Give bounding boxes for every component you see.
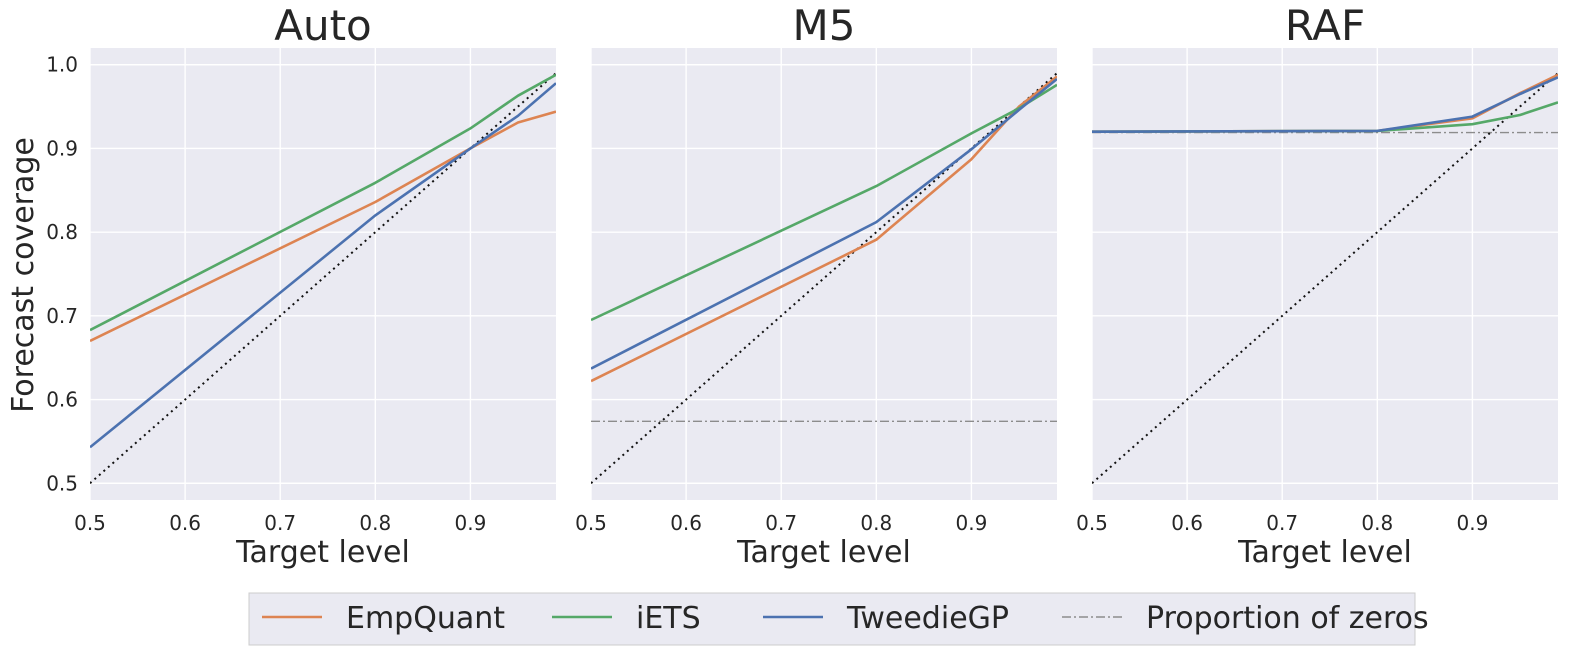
y-axis-label: Forecast coverage (6, 137, 41, 413)
panel-title: RAF (1285, 1, 1365, 50)
plot-area (591, 48, 1057, 500)
x-axis-label: Target level (235, 535, 410, 570)
y-tick-label: 1.0 (46, 53, 78, 77)
y-tick-label: 0.7 (46, 304, 78, 328)
legend-label: iETS (636, 601, 701, 636)
x-tick-label: 0.8 (860, 511, 892, 535)
series-group (591, 72, 1057, 485)
x-tick-label: 0.6 (169, 511, 201, 535)
x-tick-label: 0.6 (1171, 511, 1203, 535)
x-axis-label: Target level (736, 535, 911, 570)
legend-item-empquant: EmpQuant (262, 601, 505, 636)
plot-area (1092, 48, 1558, 500)
legend-frame (248, 592, 1416, 646)
x-tick-label: 0.8 (1361, 511, 1393, 535)
series-group (1092, 72, 1558, 485)
reference-diagonal-line (1092, 72, 1558, 485)
x-tick-label: 0.9 (956, 511, 988, 535)
x-tick-label: 0.8 (359, 511, 391, 535)
series-line-empquant (591, 75, 1057, 383)
panels-group: 0.5 0.6 0.7 0.8 0.9 0.5 0.6 0.7 0.8 0.9 1.0 Auto Tar… (46, 1, 1558, 570)
x-tick-label: 0.7 (264, 511, 296, 535)
y-tick-label: 0.6 (46, 388, 78, 412)
legend-item-tweediegp: TweedieGP (763, 601, 1009, 636)
panel-title: M5 (793, 1, 856, 50)
series-line-iets (90, 73, 556, 332)
series-line-tweediegp (591, 77, 1057, 370)
x-tick-label: 0.9 (455, 511, 487, 535)
series-group (90, 72, 556, 485)
x-tick-label: 0.7 (1266, 511, 1298, 535)
legend-label: TweedieGP (846, 601, 1009, 636)
series-line-tweediegp (1092, 76, 1558, 133)
series-line-tweediegp (90, 82, 556, 449)
legend: EmpQuant iETS TweedieGP Proportion of zeros (248, 592, 1429, 646)
legend-label: Proportion of zeros (1146, 601, 1429, 636)
plot-area (90, 48, 556, 500)
legend-item-zeros: Proportion of zeros (1062, 601, 1429, 636)
legend-label: EmpQuant (346, 601, 505, 636)
legend-item-iets: iETS (552, 601, 701, 636)
panel-auto: 0.5 0.6 0.7 0.8 0.9 0.5 0.6 0.7 0.8 0.9 1.0 Auto Tar… (46, 1, 556, 570)
x-axis-label: Target level (1237, 535, 1412, 570)
x-tick-label: 0.5 (1076, 511, 1108, 535)
x-tick-label: 0.5 (74, 511, 106, 535)
x-tick-label: 0.6 (670, 511, 702, 535)
y-tick-label: 0.5 (46, 471, 78, 495)
y-tick-label: 0.8 (46, 220, 78, 244)
x-tick-label: 0.5 (575, 511, 607, 535)
y-tick-label: 0.9 (46, 136, 78, 160)
panel-title: Auto (274, 1, 372, 50)
x-tick-label: 0.7 (765, 511, 797, 535)
panel-raf: 0.5 0.6 0.7 0.8 0.9 RAF Target level (1076, 1, 1558, 570)
x-tick-label: 0.9 (1457, 511, 1489, 535)
panel-m5: 0.5 0.6 0.7 0.8 0.9 M5 Target level (575, 1, 1057, 570)
